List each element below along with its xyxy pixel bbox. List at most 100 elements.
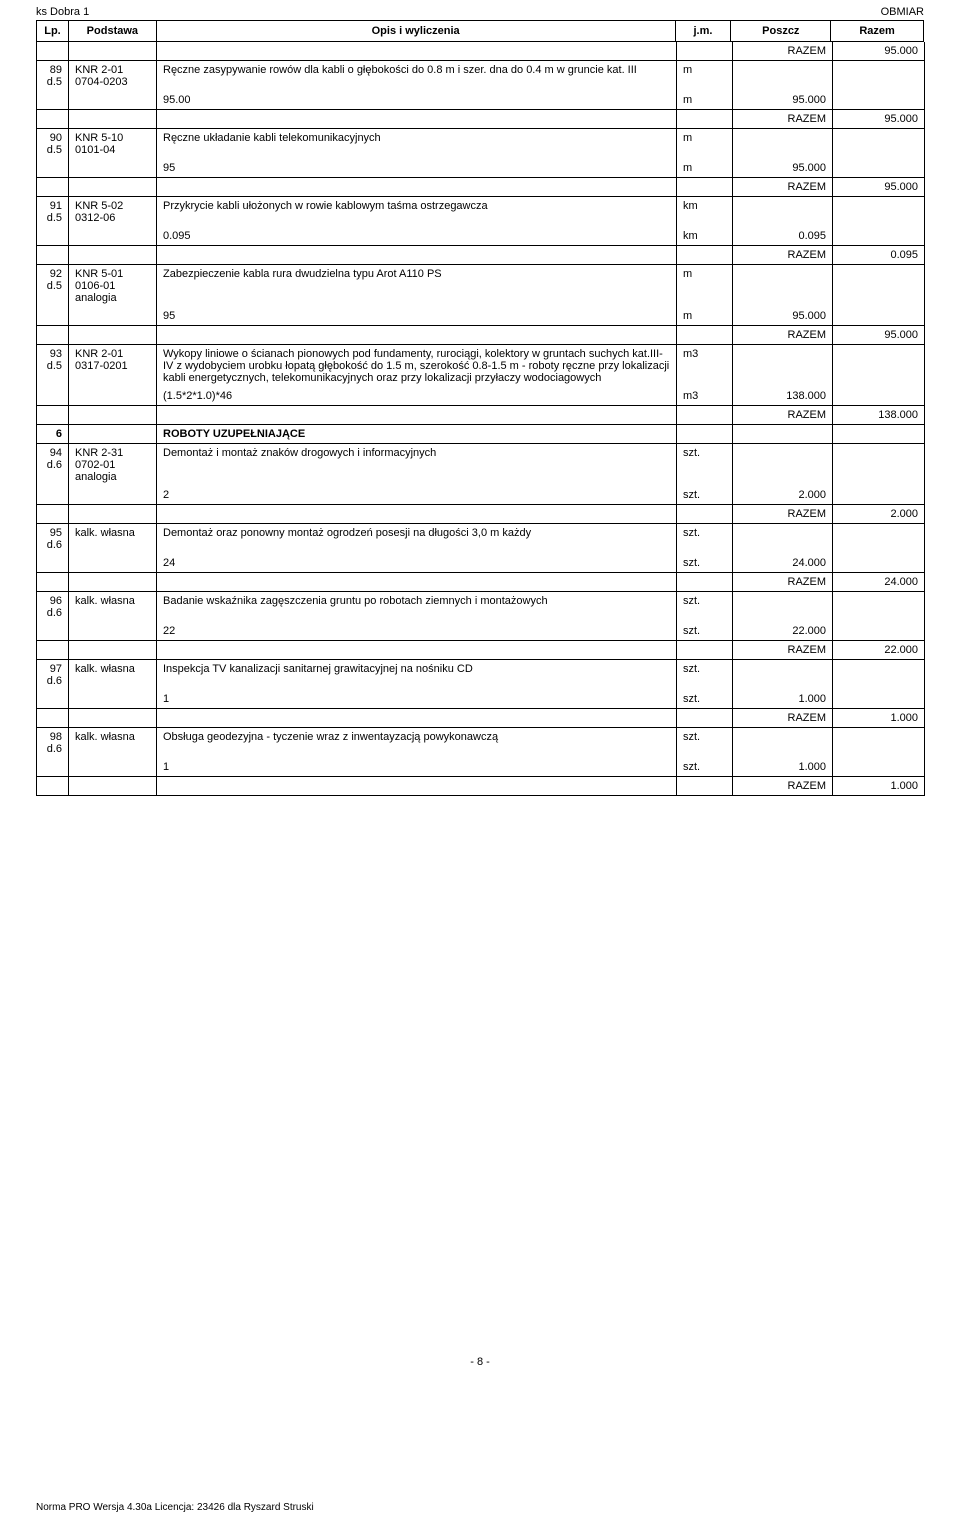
col-podstawa: Podstawa — [69, 21, 157, 41]
item-podstawa: KNR 5-010106-01 analogia — [69, 265, 157, 308]
calc-poszcz: 95.000 — [733, 307, 833, 326]
item-jm: m — [677, 129, 733, 160]
item-opis: Demontaż i montaż znaków drogowych i inf… — [157, 444, 677, 487]
item-opis: Badanie wskaźnika zagęszczenia gruntu po… — [157, 592, 677, 623]
razem-row: RAZEM2.000 — [37, 505, 925, 524]
calc-expr: 1 — [157, 758, 677, 777]
razem-label: RAZEM — [733, 110, 833, 129]
item-podstawa: kalk. własna — [69, 592, 157, 623]
item-jm: m — [677, 265, 733, 308]
razem-row: RAZEM138.000 — [37, 406, 925, 425]
calc-poszcz: 138.000 — [733, 387, 833, 406]
item-opis: Inspekcja TV kanalizacji sanitarnej graw… — [157, 660, 677, 691]
item-jm: szt. — [677, 728, 733, 759]
razem-label: RAZEM — [733, 406, 833, 425]
item-opis: Ręczne zasypywanie rowów dla kabli o głę… — [157, 61, 677, 92]
item-opis: Demontaż oraz ponowny montaż ogrodzeń po… — [157, 524, 677, 555]
item-podstawa: KNR 2-310702-01 analogia — [69, 444, 157, 487]
item-jm: km — [677, 197, 733, 228]
calc-row: 95.00m95.000 — [37, 91, 925, 110]
calc-expr: 24 — [157, 554, 677, 573]
item-jm: szt. — [677, 524, 733, 555]
calc-row: 1szt.1.000 — [37, 690, 925, 709]
calc-expr: 1 — [157, 690, 677, 709]
item-podstawa: KNR 2-010317-0201 — [69, 345, 157, 388]
razem-label: RAZEM — [733, 777, 833, 796]
calc-poszcz: 95.000 — [733, 91, 833, 110]
item-podstawa: kalk. własna — [69, 728, 157, 759]
razem-value: 138.000 — [833, 406, 925, 425]
razem-value: 95.000 — [833, 110, 925, 129]
item-lp: 94d.6 — [37, 444, 69, 487]
calc-expr: 0.095 — [157, 227, 677, 246]
item-jm: m — [677, 61, 733, 92]
item-opis: Zabezpieczenie kabla rura dwudzielna typ… — [157, 265, 677, 308]
item-row: 89d.5KNR 2-010704-0203Ręczne zasypywanie… — [37, 61, 925, 92]
item-lp: 93d.5 — [37, 345, 69, 388]
calc-row: 0.095km0.095 — [37, 227, 925, 246]
razem-row: RAZEM1.000 — [37, 777, 925, 796]
calc-poszcz: 1.000 — [733, 690, 833, 709]
razem-row: RAZEM24.000 — [37, 573, 925, 592]
item-row: 98d.6kalk. własnaObsługa geodezyjna - ty… — [37, 728, 925, 759]
calc-poszcz: 22.000 — [733, 622, 833, 641]
razem-label: RAZEM — [733, 709, 833, 728]
razem-value: 1.000 — [833, 777, 925, 796]
razem-value: 95.000 — [833, 326, 925, 345]
calc-expr: 2 — [157, 486, 677, 505]
razem-row: RAZEM0.095 — [37, 246, 925, 265]
calc-jm: m3 — [677, 387, 733, 406]
item-lp: 92d.5 — [37, 265, 69, 308]
section-row: 6ROBOTY UZUPEŁNIAJĄCE — [37, 425, 925, 444]
calc-poszcz: 0.095 — [733, 227, 833, 246]
item-lp: 95d.6 — [37, 524, 69, 555]
calc-jm: szt. — [677, 758, 733, 777]
calc-jm: szt. — [677, 622, 733, 641]
item-podstawa: kalk. własna — [69, 660, 157, 691]
item-lp: 97d.6 — [37, 660, 69, 691]
page-number: - 8 - — [36, 1356, 924, 1368]
item-row: 92d.5KNR 5-010106-01 analogiaZabezpiecze… — [37, 265, 925, 308]
item-row: 90d.5KNR 5-100101-04Ręczne układanie kab… — [37, 129, 925, 160]
razem-row: RAZEM22.000 — [37, 641, 925, 660]
col-poszcz: Poszcz — [731, 21, 831, 41]
item-jm: szt. — [677, 444, 733, 487]
item-opis: Ręczne układanie kabli telekomunikacyjny… — [157, 129, 677, 160]
razem-value: 95.000 — [833, 42, 925, 61]
item-podstawa: kalk. własna — [69, 524, 157, 555]
col-jm: j.m. — [676, 21, 732, 41]
razem-value: 2.000 — [833, 505, 925, 524]
calc-row: 2szt.2.000 — [37, 486, 925, 505]
item-jm: szt. — [677, 592, 733, 623]
cost-table: RAZEM95.00089d.5KNR 2-010704-0203Ręczne … — [36, 42, 925, 796]
column-headers: Lp. Podstawa Opis i wyliczenia j.m. Posz… — [36, 20, 924, 42]
calc-poszcz: 1.000 — [733, 758, 833, 777]
razem-value: 95.000 — [833, 178, 925, 197]
calc-jm: km — [677, 227, 733, 246]
calc-poszcz: 95.000 — [733, 159, 833, 178]
item-podstawa: KNR 2-010704-0203 — [69, 61, 157, 92]
item-lp: 96d.6 — [37, 592, 69, 623]
razem-label: RAZEM — [733, 42, 833, 61]
item-podstawa: KNR 5-100101-04 — [69, 129, 157, 160]
page: ks Dobra 1 OBMIAR Lp. Podstawa Opis i wy… — [0, 0, 960, 1537]
calc-jm: szt. — [677, 690, 733, 709]
calc-expr: 95 — [157, 307, 677, 326]
item-opis: Przykrycie kabli ułożonych w rowie kablo… — [157, 197, 677, 228]
razem-value: 0.095 — [833, 246, 925, 265]
item-row: 91d.5KNR 5-020312-06Przykrycie kabli uło… — [37, 197, 925, 228]
calc-expr: 95 — [157, 159, 677, 178]
calc-poszcz: 24.000 — [733, 554, 833, 573]
calc-expr: (1.5*2*1.0)*46 — [157, 387, 677, 406]
header-left: ks Dobra 1 — [36, 6, 89, 18]
calc-jm: m — [677, 91, 733, 110]
razem-row: RAZEM95.000 — [37, 178, 925, 197]
section-title: ROBOTY UZUPEŁNIAJĄCE — [157, 425, 677, 444]
col-lp: Lp. — [37, 21, 69, 41]
calc-row: 24szt.24.000 — [37, 554, 925, 573]
calc-row: (1.5*2*1.0)*46m3138.000 — [37, 387, 925, 406]
calc-jm: m — [677, 159, 733, 178]
page-header: ks Dobra 1 OBMIAR — [36, 0, 924, 20]
col-razem: Razem — [831, 21, 923, 41]
calc-jm: m — [677, 307, 733, 326]
